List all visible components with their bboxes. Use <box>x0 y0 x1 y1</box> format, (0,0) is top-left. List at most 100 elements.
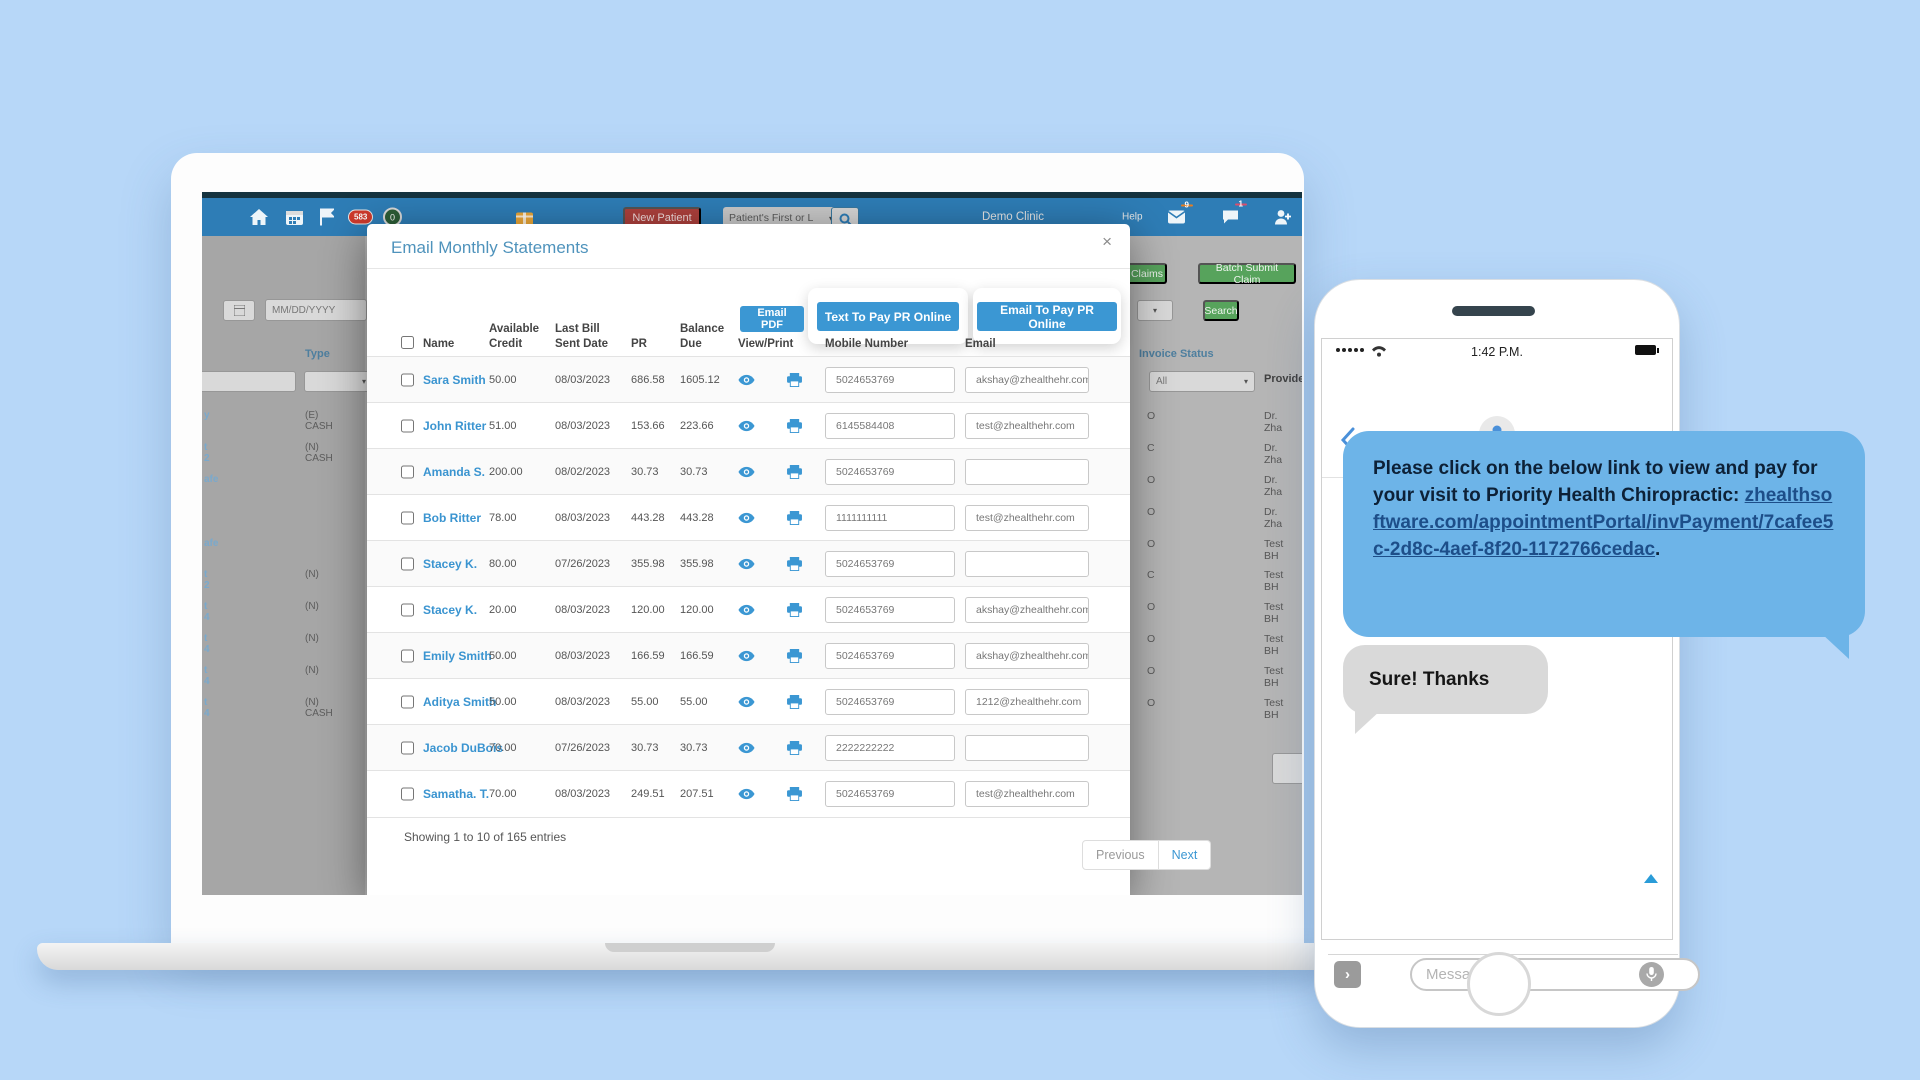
email-input[interactable] <box>965 505 1089 531</box>
print-icon[interactable] <box>787 787 802 801</box>
patient-name-link[interactable]: Stacey K. <box>423 603 478 617</box>
patient-name-link[interactable]: Amanda S. <box>423 465 486 479</box>
email-input[interactable] <box>965 367 1089 393</box>
patient-link-fragment[interactable]: t 4 <box>204 601 210 623</box>
print-icon[interactable] <box>787 649 802 663</box>
patient-search-input[interactable]: Patient's First or L ▾ <box>723 207 839 229</box>
patient-link-fragment[interactable]: t 2 <box>204 442 210 464</box>
patient-link-fragment[interactable]: t 4 <box>204 633 210 655</box>
patient-name-link[interactable]: John Ritter <box>423 419 487 433</box>
email-input[interactable] <box>965 413 1089 439</box>
view-eye-icon[interactable] <box>738 788 755 800</box>
view-eye-icon[interactable] <box>738 742 755 754</box>
filter-input[interactable] <box>202 371 296 392</box>
view-eye-icon[interactable] <box>738 604 755 616</box>
patient-name-link[interactable]: Samatha. T. <box>423 787 490 801</box>
email-input[interactable] <box>965 459 1089 485</box>
gift-icon[interactable] <box>516 209 533 226</box>
row-checkbox[interactable] <box>401 695 414 709</box>
mobile-number-input[interactable] <box>825 643 955 669</box>
next-page-button[interactable]: Next <box>1158 840 1212 870</box>
row-checkbox[interactable] <box>401 419 414 433</box>
help-link[interactable]: Help <box>1122 211 1143 223</box>
mobile-number-input[interactable] <box>825 505 955 531</box>
mobile-number-input[interactable] <box>825 551 955 577</box>
patient-link-fragment[interactable]: afe <box>204 474 219 485</box>
mail-icon[interactable]: 9 <box>1168 201 1193 224</box>
print-icon[interactable] <box>787 603 802 617</box>
patient-name-link[interactable]: Emily Smith <box>423 649 492 663</box>
email-input[interactable] <box>965 551 1089 577</box>
email-input[interactable] <box>965 689 1089 715</box>
alert-count-badge[interactable]: 583 <box>348 209 374 225</box>
patient-name-link[interactable]: Jacob DuBois <box>423 741 504 755</box>
view-eye-icon[interactable] <box>738 420 755 432</box>
email-pdf-button[interactable]: Email PDF <box>740 306 804 332</box>
email-input[interactable] <box>965 643 1089 669</box>
invoice-status-dropdown[interactable]: All ▾ <box>1149 371 1255 392</box>
patient-link-fragment[interactable]: t 4 <box>204 665 210 687</box>
print-icon[interactable] <box>787 419 802 433</box>
view-eye-icon[interactable] <box>738 466 755 478</box>
patient-link-fragment[interactable]: t 2 <box>204 569 210 591</box>
mic-icon[interactable] <box>1639 962 1664 987</box>
patient-link-fragment[interactable]: afe <box>204 538 219 549</box>
patient-link-fragment[interactable]: y <box>204 410 210 421</box>
patient-name-link[interactable]: Aditya Smith <box>423 695 497 709</box>
print-icon[interactable] <box>787 373 802 387</box>
mobile-number-input[interactable] <box>825 459 955 485</box>
view-eye-icon[interactable] <box>738 650 755 662</box>
mobile-number-input[interactable] <box>825 367 955 393</box>
batch-submit-claim-button[interactable]: Batch Submit Claim <box>1198 262 1296 286</box>
send-chevron-button[interactable]: › <box>1334 961 1361 988</box>
email-input[interactable] <box>965 781 1089 807</box>
print-icon[interactable] <box>787 557 802 571</box>
close-icon[interactable]: × <box>1102 232 1112 251</box>
background-search-button[interactable]: Search <box>1203 300 1239 321</box>
patient-name-link[interactable]: Bob Ritter <box>423 511 481 525</box>
text-to-pay-button[interactable]: Text To Pay PR Online <box>817 302 959 331</box>
mini-dropdown[interactable]: ▾ <box>1137 300 1173 321</box>
calendar-picker-icon[interactable] <box>223 300 255 321</box>
row-checkbox[interactable] <box>401 373 414 387</box>
payment-link[interactable]: zhealthsoftware.com/appointmentPortal/in… <box>1373 484 1834 560</box>
mobile-number-input[interactable] <box>825 413 955 439</box>
email-input[interactable] <box>965 735 1089 761</box>
calendar-icon[interactable] <box>286 209 303 225</box>
patient-name-link[interactable]: Stacey K. <box>423 557 478 571</box>
row-checkbox[interactable] <box>401 649 414 663</box>
view-eye-icon[interactable] <box>738 558 755 570</box>
row-checkbox[interactable] <box>401 741 414 755</box>
view-eye-icon[interactable] <box>738 374 755 386</box>
print-icon[interactable] <box>787 695 802 709</box>
add-user-icon[interactable] <box>1274 210 1292 225</box>
home-icon[interactable] <box>250 209 268 225</box>
row-checkbox[interactable] <box>401 511 414 525</box>
print-icon[interactable] <box>787 465 802 479</box>
flag-icon[interactable] <box>320 208 334 226</box>
mobile-number-input[interactable] <box>825 735 955 761</box>
patient-name-link[interactable]: Sara Smith <box>423 373 486 387</box>
type-dropdown[interactable]: ▾ <box>304 371 373 392</box>
mobile-number-input[interactable] <box>825 689 955 715</box>
previous-page-button[interactable]: Previous <box>1082 840 1159 870</box>
new-patient-button[interactable]: New Patient <box>623 207 701 229</box>
select-all-checkbox[interactable] <box>401 336 414 349</box>
row-checkbox[interactable] <box>401 787 414 801</box>
chat-icon[interactable]: 1 <box>1222 200 1247 225</box>
home-button[interactable] <box>1467 952 1531 1016</box>
view-eye-icon[interactable] <box>738 512 755 524</box>
patient-link-fragment[interactable]: t 4 <box>204 697 210 719</box>
print-icon[interactable] <box>787 511 802 525</box>
scroll-up-triangle-icon[interactable] <box>1644 874 1658 883</box>
date-input[interactable]: MM/DD/YYYY <box>265 299 367 321</box>
email-to-pay-button[interactable]: Email To Pay PR Online <box>977 302 1117 331</box>
mobile-number-input[interactable] <box>825 597 955 623</box>
row-checkbox[interactable] <box>401 557 414 571</box>
mobile-number-input[interactable] <box>825 781 955 807</box>
email-input[interactable] <box>965 597 1089 623</box>
row-checkbox[interactable] <box>401 465 414 479</box>
row-checkbox[interactable] <box>401 603 414 617</box>
view-eye-icon[interactable] <box>738 696 755 708</box>
claims-button[interactable]: Claims <box>1127 263 1167 284</box>
